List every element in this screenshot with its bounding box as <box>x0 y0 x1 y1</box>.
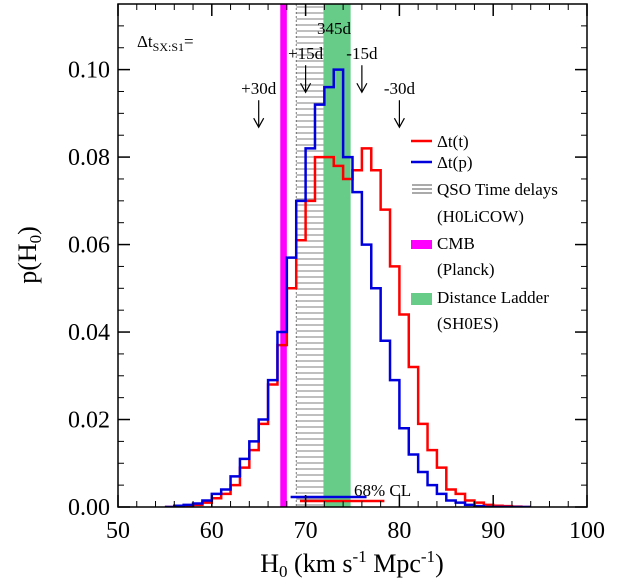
y-axis-title: p(H0) <box>13 226 45 284</box>
legend-label-dt-t: Δt(t) <box>437 132 469 151</box>
ci-label: 68% CL <box>354 481 411 500</box>
legend: Δt(t) Δt(p) QSO Time delays (H0LiCOW) CM… <box>411 132 558 333</box>
delay-marker-label: +30d <box>241 79 277 98</box>
plot-frame <box>117 3 588 508</box>
delay-marker-0: +30d <box>241 79 277 129</box>
legend-label-cmb-2: (Planck) <box>437 260 495 279</box>
delay-marker-2: -15d <box>346 44 378 94</box>
y-tick-label: 0.00 <box>68 495 110 521</box>
delay-marker-1: +15d <box>288 44 324 94</box>
y-tick-label: 0.02 <box>68 408 110 434</box>
delay-marker-label: -15d <box>346 44 378 63</box>
arrow-head <box>356 82 368 94</box>
band-solid-2 <box>323 4 351 507</box>
band-solid-1 <box>280 4 287 507</box>
x-tick-label: 90 <box>481 518 505 544</box>
x-tick-label: 80 <box>387 518 411 544</box>
confidence-interval-lines <box>290 495 385 503</box>
legend-label-sh0es-2: (SH0ES) <box>437 314 498 333</box>
arrow-head <box>393 117 405 129</box>
delay-markers: +30d +15d -15d -30d <box>241 44 416 129</box>
x-tick-label: 100 <box>569 518 605 544</box>
legend-label-qso: QSO Time delays <box>437 180 558 199</box>
y-tick-label: 0.08 <box>68 145 110 171</box>
axis-ticks: 50 60 70 80 90 100 0.00 0.02 0.04 0.06 0.08 0.10 <box>68 3 605 544</box>
legend-swatch-sh0es <box>411 293 432 305</box>
legend-label-qso-2: (H0LiCOW) <box>437 207 524 226</box>
legend-label-sh0es: Distance Ladder <box>437 288 549 307</box>
x-tick-label: 60 <box>200 518 224 544</box>
delay-marker-label: +15d <box>288 44 324 63</box>
legend-label-cmb: CMB <box>437 234 475 253</box>
y-tick-label: 0.06 <box>68 233 110 259</box>
legend-swatch-qso <box>412 184 432 194</box>
x-tick-label: 50 <box>106 518 130 544</box>
delay-marker-3: -30d <box>384 79 416 129</box>
histogram-series <box>164 68 531 507</box>
arrow-head <box>300 82 312 94</box>
arrow-head <box>253 117 265 129</box>
delay-label: ΔtSX:S1= <box>137 32 194 54</box>
histogram-1 <box>164 68 531 507</box>
reference-bands <box>280 4 351 507</box>
x-tick-label: 70 <box>294 518 318 544</box>
legend-swatch-cmb <box>411 240 432 249</box>
legend-label-dt-p: Δt(p) <box>437 153 472 172</box>
x-axis-title: H0 (km s-1 Mpc-1) <box>260 547 443 581</box>
top-marker-label: 345d <box>317 19 352 38</box>
y-tick-label: 0.10 <box>68 58 110 84</box>
y-tick-label: 0.04 <box>68 320 110 346</box>
delay-marker-label: -30d <box>384 79 416 98</box>
